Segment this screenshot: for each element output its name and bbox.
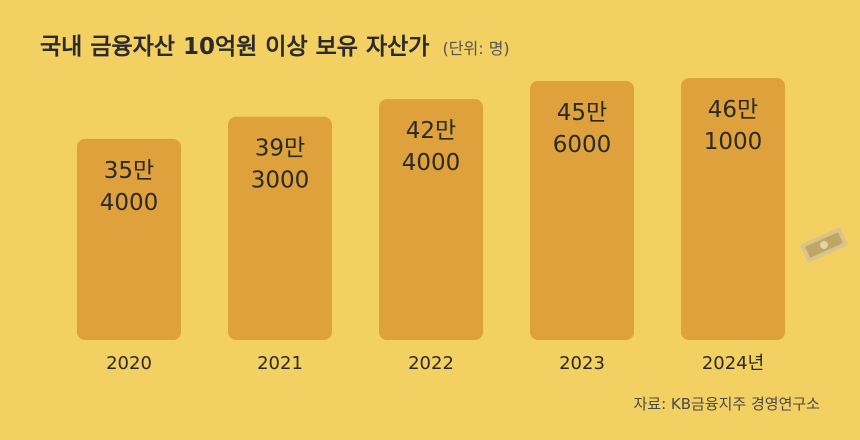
data-label-line-2: 1000: [704, 129, 763, 155]
x-tick-label-2020: 2020: [106, 353, 152, 374]
bar-2024년: [681, 78, 785, 340]
money-icon: [800, 227, 848, 263]
data-label-2021: 39만 3000: [251, 136, 310, 194]
bar-label-group: 35만 4000 39만 3000 42만 4000 45만 6000 46만 1000: [100, 97, 763, 216]
data-label-2020: 35만 4000: [100, 158, 159, 216]
chart-title: 국내 금융자산 10억원 이상 보유 자산가 (단위: 명): [40, 34, 510, 60]
data-label-2022: 42만 4000: [402, 118, 461, 176]
data-label-line-1: 35만: [104, 158, 154, 184]
chart-title-main: 국내 금융자산 10억원 이상 보유 자산가: [40, 34, 429, 60]
data-label-2024년: 46만 1000: [704, 97, 763, 155]
bar-2023: [530, 80, 634, 341]
data-label-line-1: 39만: [255, 136, 305, 162]
data-label-line-2: 4000: [402, 150, 461, 176]
data-label-line-1: 46만: [708, 97, 758, 123]
x-axis-tick-labels: 2020 2021 2022 2023 2024년: [106, 353, 764, 374]
bar-2020: [77, 138, 181, 340]
source-note: 자료: KB금융지주 경영연구소: [633, 395, 820, 413]
chart-title-unit: (단위: 명): [443, 39, 510, 58]
data-label-line-2: 6000: [553, 132, 612, 158]
data-label-line-1: 45만: [557, 100, 607, 126]
bar-2021: [228, 116, 332, 340]
data-label-line-2: 3000: [251, 168, 310, 194]
data-label-line-1: 42만: [406, 118, 456, 144]
bar-group: [77, 78, 785, 341]
x-tick-label-2023: 2023: [559, 353, 605, 374]
x-tick-label-2024년: 2024년: [702, 353, 764, 374]
data-label-line-2: 4000: [100, 190, 159, 216]
x-tick-label-2022: 2022: [408, 353, 454, 374]
data-label-2023: 45만 6000: [553, 100, 612, 158]
bar-2022: [379, 99, 483, 340]
x-tick-label-2021: 2021: [257, 353, 303, 374]
